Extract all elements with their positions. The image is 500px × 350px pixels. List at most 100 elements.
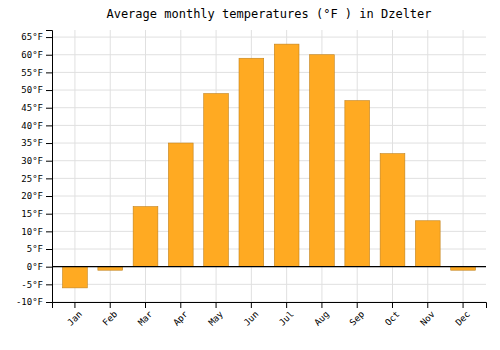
y-tick-mark <box>46 249 52 250</box>
y-tick-mark <box>46 37 52 38</box>
y-tick-mark <box>46 302 52 303</box>
y-tick: 20°F <box>21 191 52 201</box>
y-tick-mark <box>46 108 52 109</box>
y-tick-mark <box>46 125 52 126</box>
grid-line-y <box>52 37 486 38</box>
x-tick: Jan <box>65 302 84 328</box>
y-tick-label: 30°F <box>21 156 43 166</box>
y-tick-mark <box>46 214 52 215</box>
y-tick-mark <box>46 90 52 91</box>
y-tick-label: 35°F <box>21 138 43 148</box>
y-tick: 15°F <box>21 209 52 219</box>
x-tick-label: Nov <box>418 309 437 328</box>
x-tick: Sep <box>348 302 367 328</box>
y-tick-label: 40°F <box>21 121 43 131</box>
y-tick-label: 45°F <box>21 103 43 113</box>
x-tick-label: May <box>207 309 226 328</box>
x-tick-label: Oct <box>383 309 402 328</box>
x-tick-label: Jul <box>277 309 296 328</box>
x-tick-label: Aug <box>312 309 331 328</box>
y-tick: 65°F <box>21 32 52 42</box>
y-tick-label: 15°F <box>21 209 43 219</box>
grid-line-y <box>52 54 486 55</box>
x-tick: May <box>207 302 226 328</box>
x-tick-mark <box>392 302 393 308</box>
grid-line-y <box>52 284 486 285</box>
y-tick-label: -5°F <box>21 280 43 290</box>
grid-line-y <box>52 125 486 126</box>
x-tick-mark <box>216 302 217 308</box>
grid-line-x <box>74 30 75 302</box>
baseline <box>52 266 486 267</box>
bar <box>204 94 229 267</box>
y-tick-label: 20°F <box>21 191 43 201</box>
y-tick: 35°F <box>21 138 52 148</box>
x-tick-mark <box>463 302 464 308</box>
y-tick-label: 65°F <box>21 32 43 42</box>
y-tick-mark <box>46 72 52 73</box>
title: Average monthly temperatures (°F ) in Dz… <box>106 7 431 21</box>
y-tick-mark <box>46 161 52 162</box>
y-tick-mark <box>46 143 52 144</box>
x-tick: Nov <box>418 302 437 328</box>
y-tick: 40°F <box>21 121 52 131</box>
y-tick-label: 55°F <box>21 68 43 78</box>
y-tick-label: 10°F <box>21 227 43 237</box>
grid-line-x <box>110 30 111 302</box>
x-tick-label: Jun <box>242 309 261 328</box>
grid-line-x <box>463 30 464 302</box>
x-tick-mark <box>110 302 111 308</box>
x-tick-label: Mar <box>136 309 155 328</box>
y-tick: 5°F <box>27 244 52 254</box>
bar <box>63 267 88 288</box>
y-tick: 50°F <box>21 85 52 95</box>
x-tick-mark <box>145 302 146 308</box>
y-tick: 55°F <box>21 68 52 78</box>
x-tick-mark <box>74 302 75 308</box>
bars <box>52 44 486 288</box>
chart: -10°F-5°F0°F5°F10°F15°F20°F25°F30°F35°F4… <box>0 0 500 350</box>
x-tick: Feb <box>101 302 120 328</box>
bar <box>274 44 299 267</box>
plot: -10°F-5°F0°F5°F10°F15°F20°F25°F30°F35°F4… <box>16 30 487 328</box>
y-tick-mark <box>46 196 52 197</box>
x-tick-mark <box>286 302 287 308</box>
y-tick: 30°F <box>21 156 52 166</box>
x-tick: Jul <box>277 302 296 328</box>
x-tick-label: Jan <box>65 309 84 328</box>
y-tick: 60°F <box>21 50 52 60</box>
bar <box>380 154 405 267</box>
grid-line-y <box>52 143 486 144</box>
x-tick-label: Sep <box>348 309 367 328</box>
grid-line-y <box>52 213 486 214</box>
x-tick-mark <box>251 302 252 308</box>
y-tick-label: 5°F <box>27 244 43 254</box>
grid-line-y <box>52 107 486 108</box>
grid-line-y <box>52 196 486 197</box>
x-tick-label: Apr <box>171 309 190 328</box>
y-axis: -10°F-5°F0°F5°F10°F15°F20°F25°F30°F35°F4… <box>16 31 53 308</box>
x-tick-mark <box>427 302 428 308</box>
grid-line-y <box>52 266 486 267</box>
y-tick-mark <box>46 55 52 56</box>
bar <box>345 101 370 267</box>
y-tick-label: 60°F <box>21 50 43 60</box>
y-tick-mark <box>46 284 52 285</box>
grid <box>52 30 486 302</box>
grid-line-y <box>52 160 486 161</box>
grid-line-y <box>52 72 486 73</box>
y-tick-mark <box>46 231 52 232</box>
x-tick: Dec <box>454 302 473 328</box>
x-tick: Oct <box>383 302 402 328</box>
grid-line-y <box>52 178 486 179</box>
bar <box>239 58 264 266</box>
y-tick: -10°F <box>16 297 52 307</box>
x-tick: Aug <box>312 302 331 328</box>
bar <box>133 207 158 267</box>
x-axis-line <box>53 303 487 309</box>
x-tick: Jun <box>242 302 261 328</box>
bar <box>415 221 440 267</box>
x-tick: Apr <box>171 302 190 328</box>
x-tick: Mar <box>136 302 155 328</box>
y-axis-line <box>46 31 53 303</box>
